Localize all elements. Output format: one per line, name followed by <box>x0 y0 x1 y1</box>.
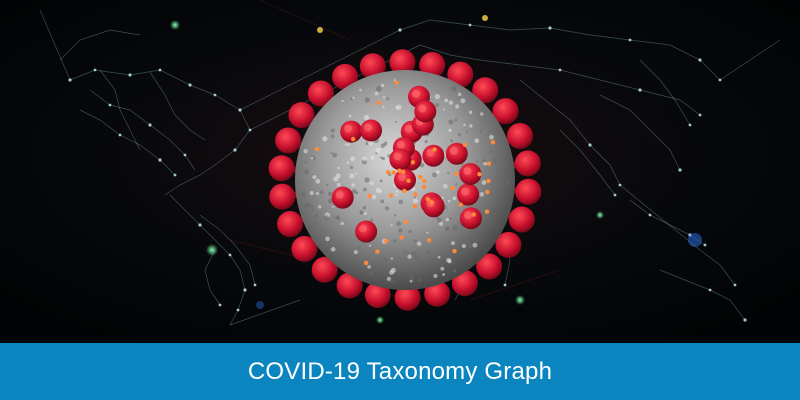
caption-bar: COVID-19 Taxonomy Graph <box>0 343 800 400</box>
coronavirus-icon <box>268 49 542 311</box>
banner-title: COVID-19 Taxonomy Graph <box>247 357 553 385</box>
hero-image <box>0 0 800 343</box>
